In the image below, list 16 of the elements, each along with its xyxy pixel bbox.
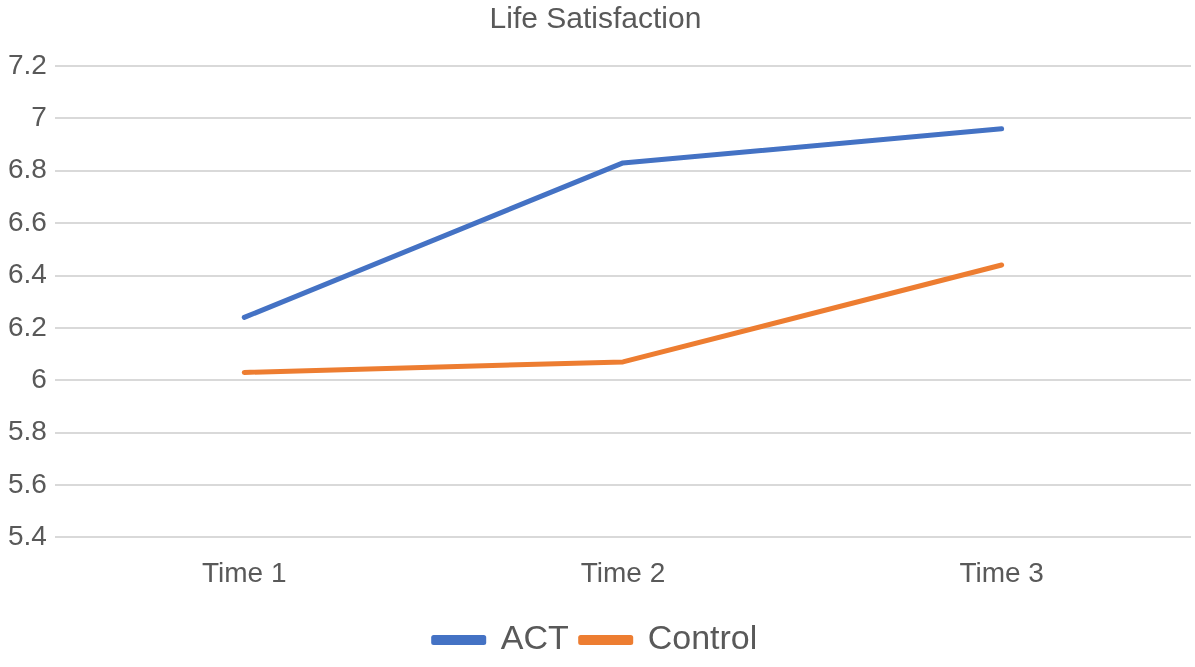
y-tick-label: 5.8 <box>7 415 47 447</box>
x-tick-label: Time 3 <box>959 556 1044 588</box>
y-tick-label: 6.6 <box>7 205 47 237</box>
y-tick-label: 5.4 <box>7 520 47 552</box>
y-tick-label: 6.8 <box>7 153 47 185</box>
y-tick-label: 7.2 <box>7 48 47 80</box>
legend-label: ACT <box>500 618 569 657</box>
y-tick-label: 7 <box>31 101 47 133</box>
x-tick-label: Time 2 <box>580 556 666 588</box>
y-tick-label: 5.6 <box>7 467 47 499</box>
x-tick-label: Time 1 <box>202 556 287 588</box>
legend-label: Control <box>647 618 758 657</box>
chart-title: Life Satisfaction <box>489 1 702 35</box>
y-tick-label: 6.2 <box>7 310 47 342</box>
y-tick-label: 6.4 <box>7 258 47 290</box>
y-tick-label: 6 <box>31 362 47 394</box>
